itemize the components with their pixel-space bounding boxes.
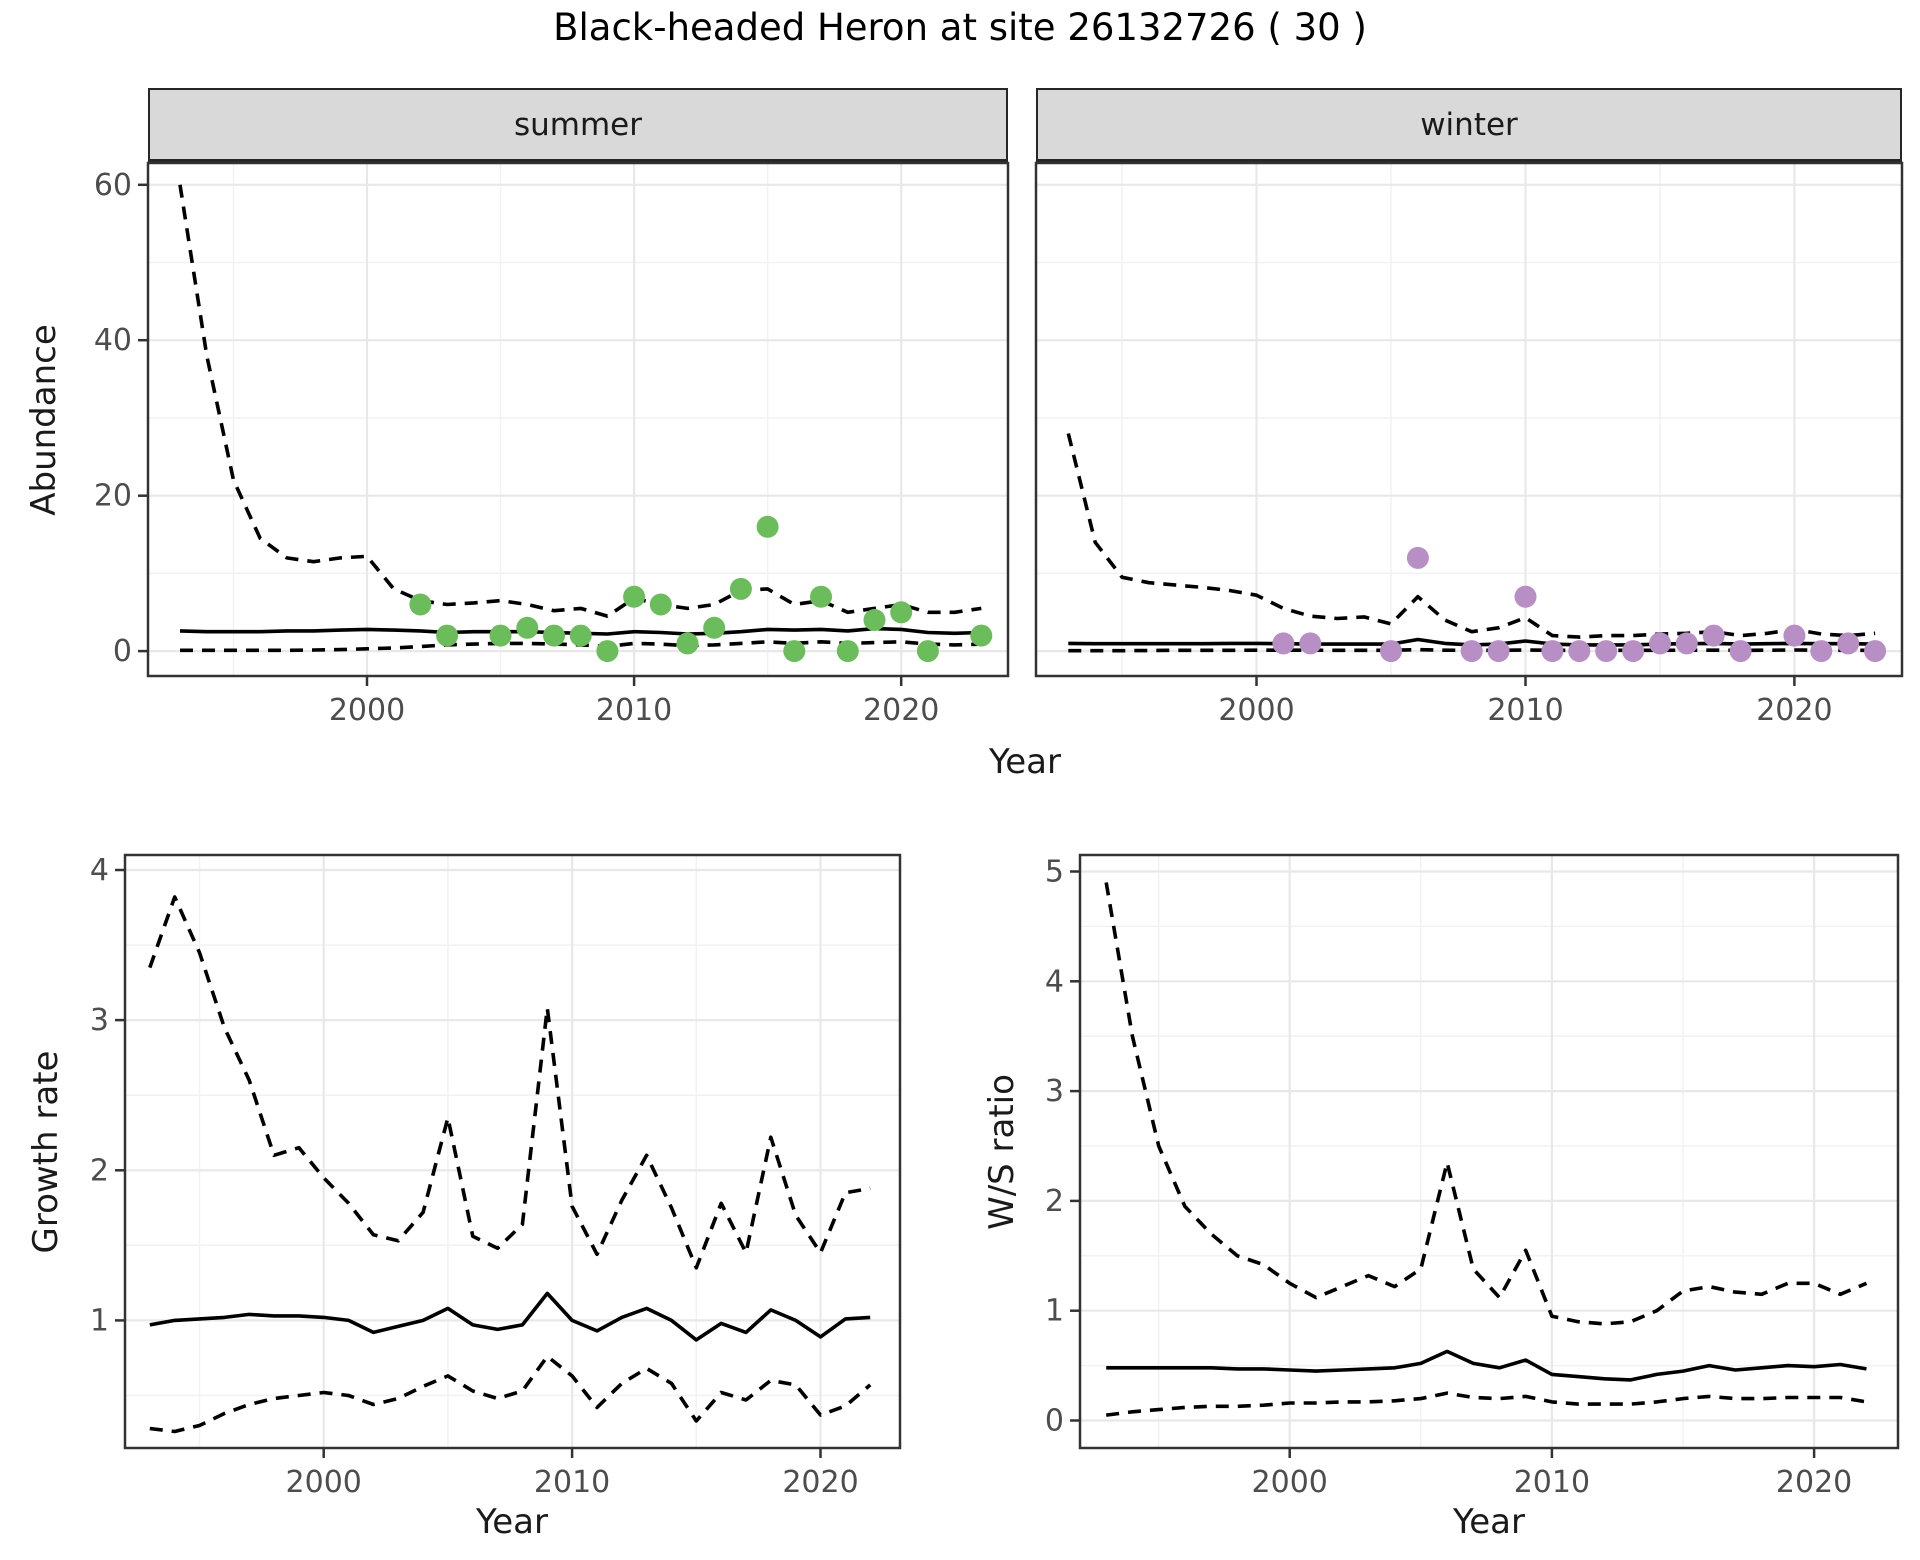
svg-text:2010: 2010 [1487, 693, 1563, 728]
svg-text:2020: 2020 [1756, 693, 1832, 728]
svg-text:2: 2 [1045, 1184, 1064, 1219]
svg-text:3: 3 [90, 1003, 109, 1038]
svg-text:4: 4 [90, 853, 109, 888]
svg-text:2000: 2000 [286, 1465, 362, 1500]
svg-text:2000: 2000 [329, 693, 405, 728]
svg-text:60: 60 [94, 168, 132, 203]
svg-text:2010: 2010 [1514, 1465, 1590, 1500]
year-axis-title-ws: Year [1453, 1502, 1525, 1542]
svg-text:3: 3 [1045, 1074, 1064, 1109]
svg-text:2020: 2020 [782, 1465, 858, 1500]
svg-text:40: 40 [94, 323, 132, 358]
ws-ratio-chart: 2000 2010 2020 0 1 2 3 4 5 [1045, 853, 1900, 1500]
facet-strip-winter: winter [1036, 88, 1902, 162]
svg-text:2020: 2020 [1776, 1465, 1852, 1500]
facet-strip-summer: summer [148, 88, 1008, 162]
svg-text:1: 1 [1045, 1294, 1064, 1329]
growth-rate-axis-title: Growth rate [26, 1050, 66, 1254]
growth-rate-chart: 2000 2010 2020 1 2 3 4 [90, 853, 902, 1500]
figure-title: Black-headed Heron at site 26132726 ( 30… [553, 6, 1367, 49]
facet-strip-winter-label: winter [1420, 106, 1518, 143]
year-axis-title-growth: Year [476, 1502, 548, 1542]
svg-text:2000: 2000 [1218, 693, 1294, 728]
facet-strip-summer-label: summer [513, 106, 642, 143]
svg-text:0: 0 [1045, 1404, 1064, 1439]
svg-text:1: 1 [90, 1303, 109, 1338]
svg-text:20: 20 [94, 479, 132, 514]
svg-text:0: 0 [113, 634, 132, 669]
ws-ratio-axis-title: W/S ratio [982, 1074, 1022, 1230]
abundance-summer-chart: 2000 2010 2020 0 20 40 60 [94, 161, 1010, 728]
svg-text:2010: 2010 [596, 693, 672, 728]
abundance-winter-chart: 2000 2010 2020 [1034, 161, 1904, 728]
year-axis-title-top: Year [989, 742, 1061, 782]
svg-text:2020: 2020 [863, 693, 939, 728]
abundance-axis-title: Abundance [24, 324, 64, 516]
svg-text:2010: 2010 [534, 1465, 610, 1500]
svg-text:5: 5 [1045, 855, 1064, 890]
svg-text:4: 4 [1045, 964, 1064, 999]
svg-text:2000: 2000 [1252, 1465, 1328, 1500]
svg-text:2: 2 [90, 1153, 109, 1188]
